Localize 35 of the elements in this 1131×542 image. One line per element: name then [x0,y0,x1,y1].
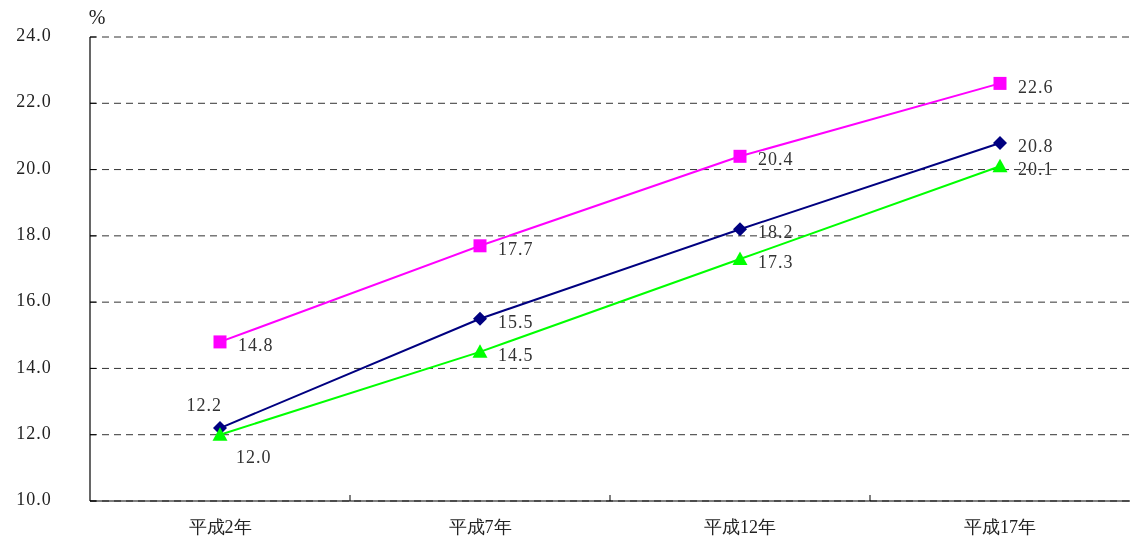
point [732,251,748,266]
data-label: 14.8 [238,335,274,356]
point [473,239,487,253]
y-tick-label: 16.0 [16,290,52,311]
y-tick-label: 14.0 [16,356,52,377]
x-tick-label: 平成7年 [448,517,512,538]
point [473,311,487,326]
point [993,136,1007,151]
y-tick-label: 22.0 [16,91,52,112]
point [993,76,1007,90]
data-label: 20.8 [1018,136,1054,157]
data-label: 12.2 [186,395,222,416]
x-tick-label: 平成2年 [188,517,252,538]
y-tick-label: 12.0 [16,422,52,443]
point [212,427,228,441]
data-label: 17.3 [758,252,794,273]
y-axis-title: % [88,5,106,28]
data-label: 14.5 [498,344,534,365]
data-label: 20.1 [1018,159,1054,180]
point [992,158,1008,173]
data-label: 20.4 [758,149,794,170]
point [472,344,488,358]
point [733,149,747,163]
y-tick-label: 20.0 [16,157,52,178]
data-label: 15.5 [498,311,534,332]
data-label: 12.0 [236,446,272,467]
data-label: 22.6 [1018,76,1054,97]
y-tick-label: 18.0 [16,223,52,244]
point [733,222,747,237]
data-label: 17.7 [498,238,534,259]
x-tick-label: 平成17年 [964,517,1036,538]
point [213,335,227,349]
y-tick-label: 10.0 [16,489,52,510]
y-tick-label: 24.0 [16,25,52,46]
x-tick-label: 平成12年 [704,517,776,538]
